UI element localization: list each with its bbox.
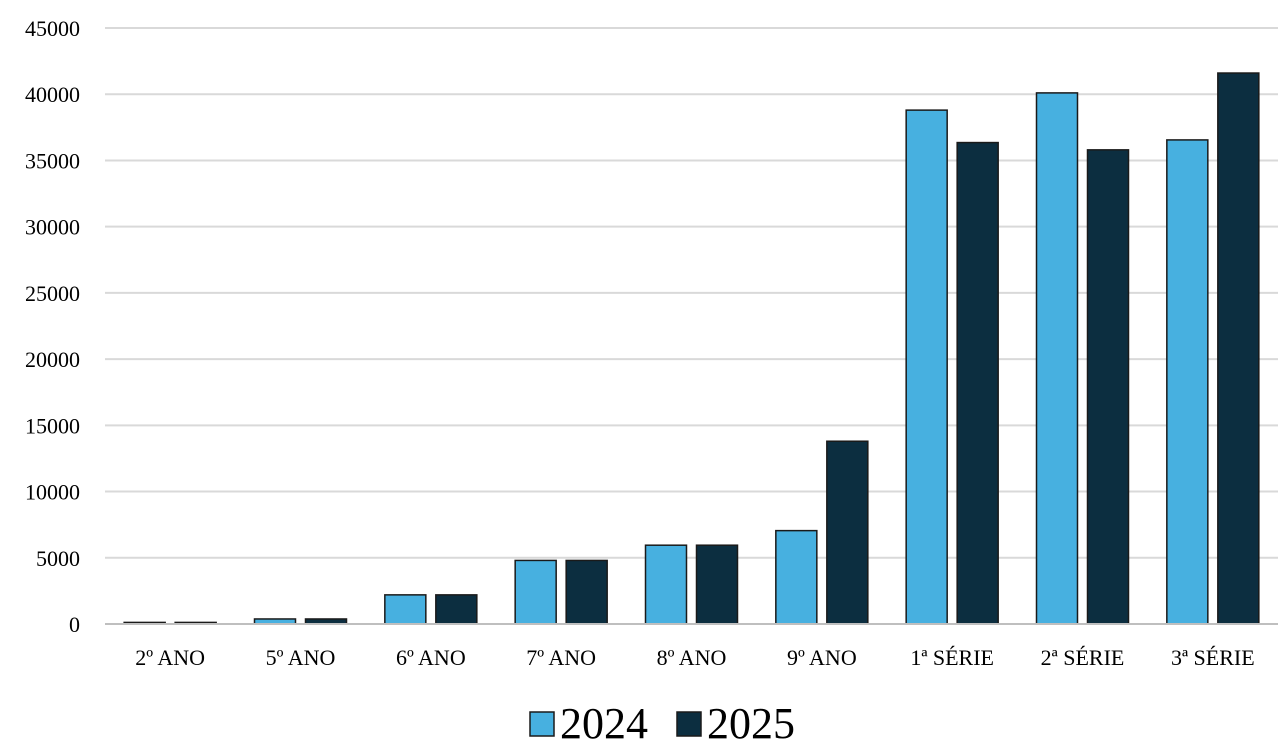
bars (123, 72, 1260, 625)
bar-2024 (384, 594, 427, 625)
bar-2024 (775, 529, 818, 625)
y-tick-label: 20000 (25, 347, 80, 372)
y-tick-label: 30000 (25, 215, 80, 240)
y-tick-label: 5000 (36, 546, 80, 571)
bar-2024 (1035, 92, 1079, 625)
x-tick-label: 3ª SÉRIE (1171, 645, 1255, 670)
y-tick-label: 45000 (25, 16, 80, 41)
legend: 2024 2025 (529, 699, 795, 740)
x-tick-label: 8º ANO (657, 645, 727, 670)
y-tick-label: 40000 (25, 82, 80, 107)
bar-2024 (514, 559, 557, 625)
bar-2025 (1086, 149, 1130, 625)
bar-2025 (695, 544, 739, 625)
x-tick-label: 9º ANO (787, 645, 857, 670)
x-tick-label: 2ª SÉRIE (1041, 645, 1125, 670)
legend-label-2024: 2024 (560, 699, 648, 740)
y-tick-label: 15000 (25, 413, 80, 438)
y-tick-label: 25000 (25, 281, 80, 306)
bar-2025 (565, 559, 608, 625)
bar-2024 (1166, 139, 1209, 625)
x-tick-label: 1ª SÉRIE (910, 645, 994, 670)
bar-2025 (435, 594, 478, 625)
x-tick-label: 5º ANO (266, 645, 336, 670)
y-axis-tick-labels: 0 5000 10000 15000 20000 25000 30000 35000 40000… (25, 16, 80, 637)
legend-swatch-2024 (529, 711, 555, 737)
bar-2025 (826, 440, 869, 625)
legend-label-2025: 2025 (707, 699, 795, 740)
bar-2025 (956, 141, 999, 625)
x-tick-label: 7º ANO (526, 645, 596, 670)
gridlines (105, 27, 1278, 559)
bar-2024 (644, 544, 688, 625)
x-tick-label: 6º ANO (396, 645, 466, 670)
legend-swatch-2025 (676, 711, 702, 737)
y-tick-label: 35000 (25, 148, 80, 173)
bar-2024 (905, 109, 948, 625)
bar-2025 (1217, 72, 1260, 625)
x-tick-label: 2º ANO (135, 645, 205, 670)
y-tick-label: 0 (69, 612, 80, 637)
y-tick-label: 10000 (25, 480, 80, 505)
x-axis-tick-labels: 2º ANO 5º ANO 6º ANO 7º ANO 8º ANO 9º ANO 1ª S… (135, 645, 1254, 670)
